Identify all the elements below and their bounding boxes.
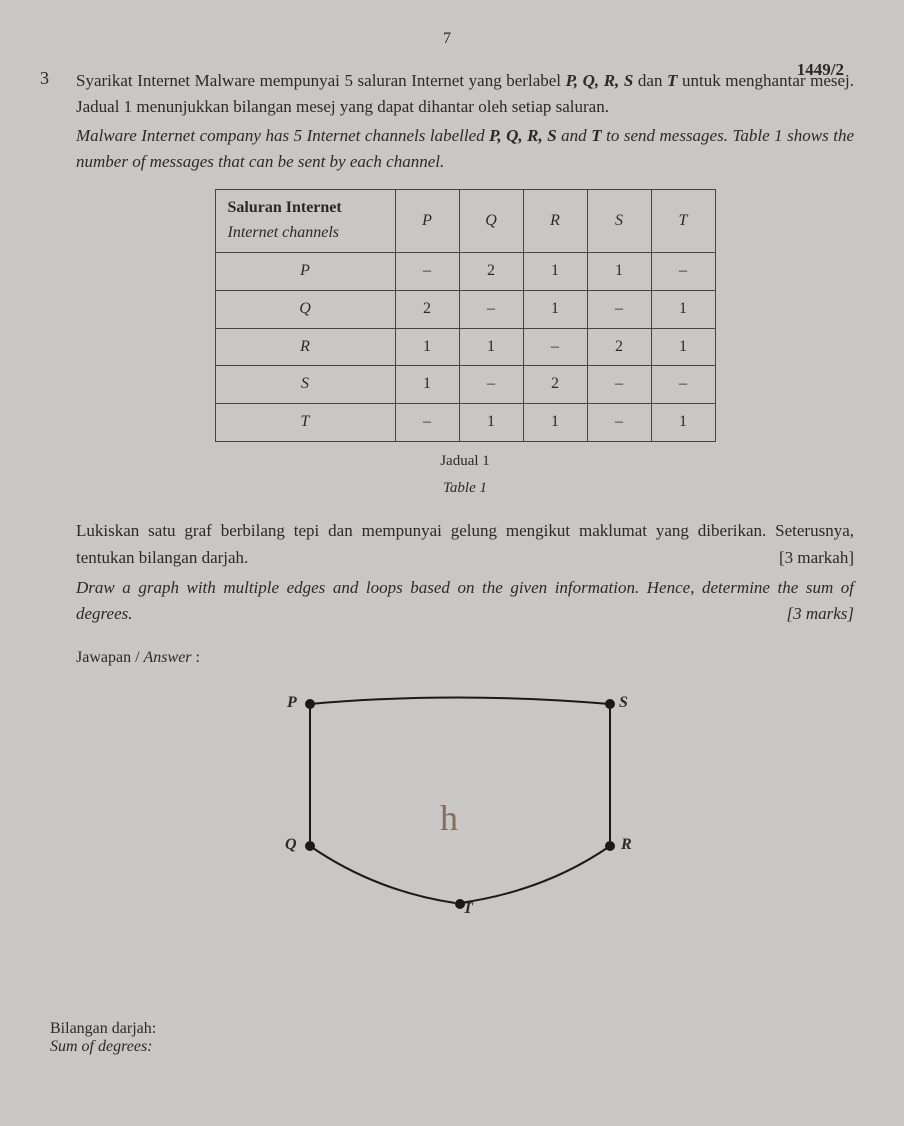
answer-graph: P S Q R T h — [245, 681, 685, 921]
pencil-mark: h — [440, 791, 458, 847]
cell: 1 — [395, 366, 459, 404]
cell: – — [459, 366, 523, 404]
answer-label-en: Answer — [144, 649, 192, 666]
question-text-en: Malware Internet company has 5 Internet … — [76, 123, 854, 176]
cell: – — [587, 290, 651, 328]
node-label-Q: Q — [285, 833, 297, 858]
table-row: Q 2 – 1 – 1 — [215, 290, 715, 328]
row-label: R — [215, 328, 395, 366]
question-body: Syarikat Internet Malware mempunyai 5 sa… — [76, 68, 854, 921]
question-number: 3 — [40, 68, 60, 921]
node-R — [605, 841, 615, 851]
instruction-en-text: Draw a graph with multiple edges and loo… — [76, 578, 854, 623]
cell: 1 — [523, 404, 587, 442]
marks-ms: [3 markah] — [779, 545, 854, 571]
qen-labels1: P, Q, R, S — [489, 126, 557, 145]
node-P — [305, 699, 315, 709]
node-label-P: P — [287, 691, 297, 716]
cell: 1 — [395, 328, 459, 366]
col-S: S — [587, 190, 651, 253]
node-label-S: S — [619, 691, 628, 716]
cell: – — [651, 366, 715, 404]
table-header-ms: Saluran Internet — [228, 196, 383, 221]
row-label: Q — [215, 290, 395, 328]
cell: – — [587, 404, 651, 442]
col-T: T — [651, 190, 715, 253]
row-label: T — [215, 404, 395, 442]
answer-label: Jawapan / Answer : — [76, 646, 854, 671]
table-header-cell: Saluran Internet Internet channels — [215, 190, 395, 253]
instruction-ms: Lukiskan satu graf berbilang tepi dan me… — [76, 518, 854, 571]
col-P: P — [395, 190, 459, 253]
qms-labels1: P, Q, R, S — [566, 71, 634, 90]
cell: – — [587, 366, 651, 404]
table-row: S 1 – 2 – – — [215, 366, 715, 404]
cell: 2 — [523, 366, 587, 404]
cell: – — [523, 328, 587, 366]
qms-labels2: T — [667, 71, 677, 90]
row-label: P — [215, 252, 395, 290]
cell: 1 — [459, 328, 523, 366]
question-block: 3 Syarikat Internet Malware mempunyai 5 … — [40, 68, 854, 921]
answer-colon: : — [192, 649, 200, 666]
cell: 2 — [459, 252, 523, 290]
cell: 1 — [651, 290, 715, 328]
marks-en: [3 marks] — [786, 601, 854, 627]
qms-part1: Syarikat Internet Malware mempunyai 5 sa… — [76, 71, 566, 90]
node-Q — [305, 841, 315, 851]
node-label-T: T — [463, 897, 473, 922]
table-row: R 1 1 – 2 1 — [215, 328, 715, 366]
sum-label-en: Sum of degrees: — [50, 1038, 156, 1056]
table-row: T – 1 1 – 1 — [215, 404, 715, 442]
node-S — [605, 699, 615, 709]
page-number: 7 — [40, 30, 854, 48]
cell: 1 — [459, 404, 523, 442]
table-caption-en: Table 1 — [76, 477, 854, 500]
col-R: R — [523, 190, 587, 253]
cell: 1 — [523, 252, 587, 290]
qen-part1: Malware Internet company has 5 Internet … — [76, 126, 489, 145]
footer-sum: Bilangan darjah: Sum of degrees: — [50, 1020, 156, 1056]
graph-edges — [245, 681, 685, 921]
table-header-row: Saluran Internet Internet channels P Q R… — [215, 190, 715, 253]
instruction-ms-text: Lukiskan satu graf berbilang tepi dan me… — [76, 521, 854, 566]
table-header-en: Internet channels — [228, 221, 383, 246]
table-caption-ms: Jadual 1 — [76, 450, 854, 473]
cell: – — [395, 252, 459, 290]
data-table: Saluran Internet Internet channels P Q R… — [215, 189, 716, 442]
graph-edge-path — [310, 697, 610, 903]
col-Q: Q — [459, 190, 523, 253]
qen-labels2: T — [591, 126, 601, 145]
qms-part2: dan — [633, 71, 667, 90]
cell: – — [651, 252, 715, 290]
paper-code: 1449/2 — [797, 60, 844, 80]
cell: – — [395, 404, 459, 442]
cell: 2 — [395, 290, 459, 328]
question-text-ms: Syarikat Internet Malware mempunyai 5 sa… — [76, 68, 854, 121]
qen-part2: and — [557, 126, 592, 145]
instruction-en: Draw a graph with multiple edges and loo… — [76, 575, 854, 628]
cell: 1 — [651, 404, 715, 442]
row-label: S — [215, 366, 395, 404]
cell: 2 — [587, 328, 651, 366]
cell: 1 — [587, 252, 651, 290]
node-label-R: R — [621, 833, 632, 858]
answer-label-ms: Jawapan / — [76, 649, 144, 666]
table-row: P – 2 1 1 – — [215, 252, 715, 290]
cell: 1 — [523, 290, 587, 328]
cell: – — [459, 290, 523, 328]
cell: 1 — [651, 328, 715, 366]
sum-label-ms: Bilangan darjah: — [50, 1020, 156, 1038]
